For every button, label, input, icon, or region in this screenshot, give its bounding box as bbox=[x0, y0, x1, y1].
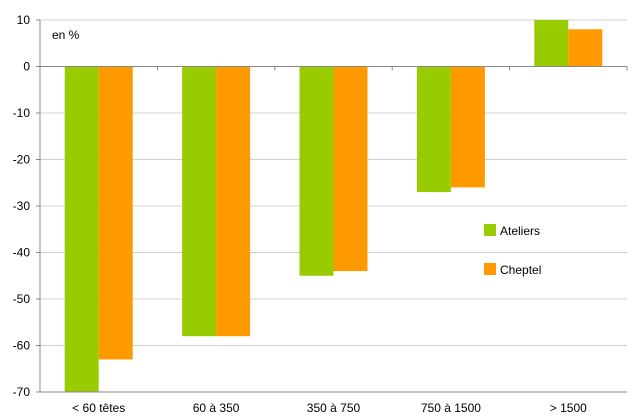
bar-ateliers-1 bbox=[182, 66, 217, 337]
unit-label: en % bbox=[52, 28, 80, 42]
bar-ateliers-3 bbox=[416, 66, 451, 193]
bar-cheptel-4 bbox=[568, 29, 603, 67]
x-tick-label: > 1500 bbox=[550, 401, 587, 415]
y-tick-label: -40 bbox=[13, 246, 31, 260]
legend-swatch-cheptel bbox=[484, 263, 496, 275]
bar-ateliers-0 bbox=[64, 66, 99, 392]
y-tick-label: -10 bbox=[13, 106, 31, 120]
y-tick-labels: 10 0 -10 -20 -30 -40 -50 -60 -70 bbox=[13, 13, 40, 399]
bars bbox=[40, 20, 627, 392]
x-tick-label: 60 à 350 bbox=[193, 401, 240, 415]
y-tick-label: -70 bbox=[13, 385, 31, 399]
legend-label-ateliers: Ateliers bbox=[500, 224, 540, 238]
x-tick-label: 750 à 1500 bbox=[421, 401, 481, 415]
bar-cheptel-1 bbox=[216, 66, 251, 337]
bar-ateliers-2 bbox=[299, 66, 334, 276]
x-tick-label: < 60 têtes bbox=[72, 401, 125, 415]
y-tick-label: -60 bbox=[13, 339, 31, 353]
y-tick-label: -20 bbox=[13, 153, 31, 167]
bar-cheptel-2 bbox=[333, 66, 368, 272]
y-tick-label: -30 bbox=[13, 199, 31, 213]
legend-label-cheptel: Cheptel bbox=[500, 263, 541, 277]
x-tick-labels: < 60 têtes 60 à 350 350 à 750 750 à 1500 > 1… bbox=[72, 66, 628, 415]
x-tick-label: 350 à 750 bbox=[307, 401, 361, 415]
bar-cheptel-3 bbox=[450, 66, 485, 188]
bar-ateliers-4 bbox=[534, 20, 569, 67]
y-tick-label: 10 bbox=[17, 13, 31, 27]
y-tick-label: 0 bbox=[23, 60, 30, 74]
legend-swatch-ateliers bbox=[484, 224, 496, 236]
legend: Ateliers Cheptel bbox=[484, 224, 541, 277]
y-tick-label: -50 bbox=[13, 292, 31, 306]
bar-cheptel-0 bbox=[98, 66, 133, 360]
